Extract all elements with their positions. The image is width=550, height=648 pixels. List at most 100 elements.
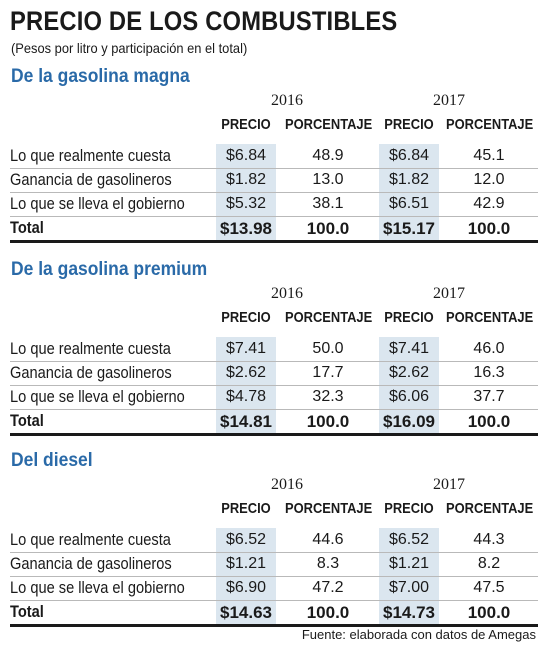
price-column-shade xyxy=(379,144,439,242)
table-row: Lo que realmente cuesta $7.41 50.0 $7.41 46.… xyxy=(10,337,538,362)
table-row: Lo que se lleva el gobierno $4.78 32.3 $6.0… xyxy=(10,385,538,410)
percent-cell: 12.0 xyxy=(473,171,505,188)
price-column-shade xyxy=(216,337,276,435)
column-header: PRECIO xyxy=(384,116,434,133)
price-cell: $1.82 xyxy=(388,171,430,188)
row-label: Lo que realmente cuesta xyxy=(10,530,171,549)
price-column-shade xyxy=(379,337,439,435)
percent-cell: 50.0 xyxy=(312,340,344,357)
year-header: 2016 xyxy=(271,92,303,109)
total-row: Total $13.98 100.0 $15.17 100.0 xyxy=(10,216,538,243)
total-row: Total $14.81 100.0 $16.09 100.0 xyxy=(10,409,538,436)
column-header: PORCENTAJE xyxy=(446,309,534,326)
price-cell: $13.98 xyxy=(220,219,272,238)
row-label: Total xyxy=(10,218,44,237)
column-header: PORCENTAJE xyxy=(446,500,534,517)
percent-cell: 13.0 xyxy=(312,171,344,188)
price-cell: $6.90 xyxy=(225,579,267,596)
price-cell: $1.21 xyxy=(225,555,267,572)
price-cell: $6.52 xyxy=(225,531,267,548)
price-cell: $6.84 xyxy=(225,147,267,164)
price-column-shade xyxy=(379,528,439,626)
price-cell: $14.63 xyxy=(220,603,272,622)
percent-cell: 46.0 xyxy=(473,340,505,357)
price-cell: $14.81 xyxy=(220,412,272,431)
year-header: 2017 xyxy=(433,92,465,109)
percent-cell: 45.1 xyxy=(473,147,505,164)
price-cell: $15.17 xyxy=(383,219,435,238)
price-cell: $7.41 xyxy=(225,340,267,357)
table-row: Lo que se lleva el gobierno $6.90 47.2 $7.0… xyxy=(10,576,538,601)
percent-cell: 37.7 xyxy=(473,388,505,405)
percent-cell: 17.7 xyxy=(312,364,344,381)
column-header: PRECIO xyxy=(221,309,271,326)
price-cell: $5.32 xyxy=(225,195,267,212)
row-label: Lo que se lleva el gobierno xyxy=(10,387,185,406)
column-header: PORCENTAJE xyxy=(446,116,534,133)
row-label: Lo que se lleva el gobierno xyxy=(10,194,185,213)
section-title: Del diesel xyxy=(11,450,93,471)
price-cell: $16.09 xyxy=(383,412,435,431)
price-cell: $6.06 xyxy=(388,388,430,405)
row-label: Ganancia de gasolineros xyxy=(10,554,172,573)
percent-cell: 42.9 xyxy=(473,195,505,212)
price-cell: $2.62 xyxy=(225,364,267,381)
percent-cell: 100.0 xyxy=(306,412,350,431)
column-header: PRECIO xyxy=(221,500,271,517)
price-cell: $6.52 xyxy=(388,531,430,548)
year-header: 2017 xyxy=(433,476,465,493)
price-cell: $7.41 xyxy=(388,340,430,357)
source-note: Fuente: elaborada con datos de Amegas xyxy=(301,627,536,642)
table-row: Lo que se lleva el gobierno $5.32 38.1 $6.5… xyxy=(10,192,538,217)
page-title: PRECIO DE LOS COMBUSTIBLES xyxy=(10,6,398,36)
price-cell: $2.62 xyxy=(388,364,430,381)
percent-cell: 48.9 xyxy=(312,147,344,164)
percent-cell: 16.3 xyxy=(473,364,505,381)
section-title: De la gasolina premium xyxy=(11,259,208,280)
percent-cell: 47.5 xyxy=(473,579,505,596)
row-label: Ganancia de gasolineros xyxy=(10,363,172,382)
year-header: 2016 xyxy=(271,476,303,493)
row-label: Lo que realmente cuesta xyxy=(10,146,171,165)
fuel-table-3: Del diesel 2016 2017 PRECIO PORCENTAJE PRECIO… xyxy=(0,450,550,630)
percent-cell: 32.3 xyxy=(312,388,344,405)
price-column-shade xyxy=(216,528,276,626)
price-cell: $4.78 xyxy=(225,388,267,405)
table-row: Lo que realmente cuesta $6.84 48.9 $6.84 45.… xyxy=(10,144,538,169)
row-label: Total xyxy=(10,411,44,430)
price-cell: $1.82 xyxy=(225,171,267,188)
column-header: PRECIO xyxy=(221,116,271,133)
price-cell: $6.84 xyxy=(388,147,430,164)
fuel-table-1: De la gasolina magna 2016 2017 PRECIO PORCEN… xyxy=(0,66,550,246)
column-header: PORCENTAJE xyxy=(285,116,373,133)
percent-cell: 100.0 xyxy=(306,603,350,622)
price-cell: $7.00 xyxy=(388,579,430,596)
page-subtitle: (Pesos por litro y participación en el t… xyxy=(11,40,248,56)
column-header: PORCENTAJE xyxy=(285,500,373,517)
fuel-table-2: De la gasolina premium 2016 2017 PRECIO PORC… xyxy=(0,259,550,439)
percent-cell: 44.6 xyxy=(312,531,344,548)
year-header: 2016 xyxy=(271,285,303,302)
percent-cell: 44.3 xyxy=(473,531,505,548)
percent-cell: 100.0 xyxy=(306,219,350,238)
column-header: PRECIO xyxy=(384,309,434,326)
year-header: 2017 xyxy=(433,285,465,302)
row-label: Ganancia de gasolineros xyxy=(10,170,172,189)
table-row: Ganancia de gasolineros $1.21 8.3 $1.21 8.2 xyxy=(10,552,538,577)
column-header: PRECIO xyxy=(384,500,434,517)
percent-cell: 100.0 xyxy=(467,603,511,622)
percent-cell: 8.3 xyxy=(316,555,340,572)
price-cell: $6.51 xyxy=(388,195,430,212)
row-label: Lo que se lleva el gobierno xyxy=(10,578,185,597)
percent-cell: 100.0 xyxy=(467,219,511,238)
percent-cell: 47.2 xyxy=(312,579,344,596)
price-column-shade xyxy=(216,144,276,242)
price-cell: $14.73 xyxy=(383,603,435,622)
price-cell: $1.21 xyxy=(388,555,430,572)
row-label: Total xyxy=(10,602,44,621)
percent-cell: 100.0 xyxy=(467,412,511,431)
table-row: Ganancia de gasolineros $1.82 13.0 $1.82 12.… xyxy=(10,168,538,193)
total-row: Total $14.63 100.0 $14.73 100.0 xyxy=(10,600,538,627)
row-label: Lo que realmente cuesta xyxy=(10,339,171,358)
section-title: De la gasolina magna xyxy=(11,66,190,87)
